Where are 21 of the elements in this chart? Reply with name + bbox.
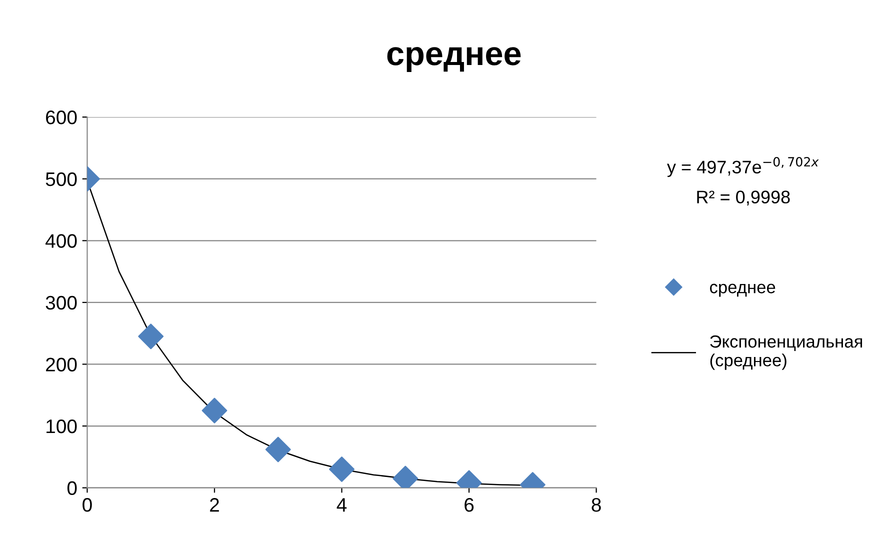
y-tick-label: 500 — [46, 172, 77, 186]
x-tick-label: 4 — [336, 498, 347, 512]
text: R² = 0,9998 — [697, 190, 790, 206]
point — [138, 324, 164, 350]
y-tick-label: 200 — [46, 358, 77, 372]
point — [265, 436, 291, 462]
chart-title: среднее — [387, 47, 521, 72]
y-tick-label: 0 — [67, 481, 77, 496]
y-tick-label: 600 — [46, 110, 77, 124]
y-tick-label: 300 — [46, 296, 77, 310]
point — [202, 398, 228, 424]
text: y = 497,37e$^{−0,702x}$ — [667, 157, 819, 178]
legend-label: Экспоненциальная (среднее) — [710, 335, 862, 370]
x-tick-label: 2 — [210, 498, 219, 512]
y-tick-label: 400 — [46, 234, 77, 248]
x-tick-label: 0 — [82, 498, 92, 512]
x-tick-label: 6 — [464, 498, 474, 512]
point — [329, 456, 354, 482]
x-tick-label: 8 — [592, 498, 601, 512]
legend-label: среднее — [710, 284, 776, 297]
y-tick-label: 100 — [46, 419, 77, 434]
